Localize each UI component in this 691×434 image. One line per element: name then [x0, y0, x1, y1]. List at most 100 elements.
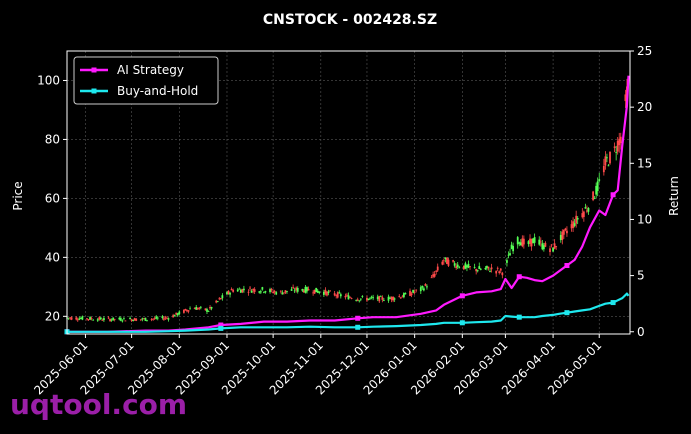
candle-body: [324, 289, 327, 294]
candle-body: [412, 290, 415, 293]
candle-body: [249, 287, 251, 289]
candle-body: [226, 292, 228, 295]
candle-body: [435, 270, 438, 272]
series-point-buy-and-hold: [459, 320, 465, 326]
candle-body: [619, 136, 622, 144]
y-axis-label-left: Price: [11, 181, 25, 210]
candle-body: [402, 293, 405, 298]
candle-body: [512, 246, 514, 252]
candle-body: [592, 191, 594, 201]
candle-body: [121, 320, 124, 322]
candle-body: [193, 308, 196, 310]
series-point-ai-strategy: [459, 293, 465, 299]
candle-body: [607, 165, 610, 167]
candle-body: [473, 267, 476, 268]
candle-body: [409, 290, 411, 296]
candle-body: [595, 185, 598, 195]
candle-body: [561, 231, 564, 240]
candle-body: [366, 297, 368, 301]
candle-body: [187, 310, 190, 312]
candle-body: [216, 301, 219, 303]
candle-body: [281, 292, 284, 295]
candle-body: [86, 318, 88, 320]
candle-body: [269, 289, 271, 293]
candle-body: [426, 286, 428, 288]
candle-body: [613, 146, 616, 149]
candle-body: [232, 290, 235, 292]
candle-body: [166, 317, 168, 319]
candle-body: [378, 296, 381, 302]
candle-body: [284, 290, 287, 293]
candle-body: [370, 296, 373, 298]
candle-body: [76, 319, 79, 321]
candle-body: [264, 291, 267, 293]
candle-body: [430, 277, 433, 279]
candle-body: [519, 242, 522, 246]
candle-body: [322, 291, 325, 295]
candle-body: [141, 318, 144, 320]
series-point-ai-strategy: [355, 315, 361, 321]
candle-body: [112, 317, 115, 321]
candle-body: [123, 317, 125, 319]
candle-body: [113, 318, 116, 320]
candle-body: [290, 289, 293, 291]
candle-body: [301, 289, 304, 291]
candle-body: [487, 266, 490, 269]
candle-body: [346, 294, 348, 296]
candle-body: [152, 318, 155, 320]
candle-body: [238, 288, 241, 290]
legend-label-buy-and-hold: Buy-and-Hold: [117, 84, 198, 98]
candle-body: [172, 315, 175, 318]
candle-body: [562, 229, 565, 235]
candle-body: [604, 156, 607, 166]
candle-body: [584, 207, 587, 209]
candle-body: [469, 266, 471, 268]
candle-body: [279, 290, 282, 292]
watermark-logo: uqtool.com: [10, 388, 188, 421]
y-axis-label-right: Return: [667, 176, 681, 216]
candle-body: [230, 289, 233, 291]
grid: [67, 51, 630, 334]
candle-body: [539, 241, 542, 243]
candle-body: [118, 317, 121, 320]
candle-body: [484, 267, 487, 270]
candle-body: [339, 294, 342, 297]
candle-body: [433, 273, 436, 277]
candle-body: [302, 290, 305, 293]
candle-body: [415, 289, 418, 291]
candle-body: [564, 228, 567, 231]
candle-body: [506, 260, 508, 263]
candle-body: [616, 140, 619, 152]
candle-body: [444, 257, 447, 260]
candle-body: [196, 308, 199, 310]
candle-body: [307, 288, 310, 291]
y-tick-label-right: 20: [637, 100, 652, 114]
candle-body: [344, 295, 347, 298]
candle-body: [221, 295, 224, 299]
candle-body: [176, 313, 179, 316]
candle-body: [419, 287, 422, 292]
series-point-ai-strategy: [516, 274, 522, 280]
y-axis-left: 20 40 60 80 100: [37, 73, 67, 323]
candle-body: [609, 151, 611, 164]
candle-body: [587, 207, 590, 212]
candle-body: [336, 292, 339, 298]
candle-body: [495, 270, 498, 274]
candle-body: [209, 306, 211, 309]
candle-body: [326, 291, 328, 296]
candle-body: [529, 238, 531, 244]
candle-body: [496, 267, 499, 269]
candle-body: [413, 291, 416, 293]
candle-body: [466, 265, 468, 268]
candle-body: [96, 319, 99, 321]
candle-body: [424, 283, 427, 286]
candle-body: [327, 291, 330, 293]
candle-body: [359, 298, 362, 300]
candle-body: [442, 260, 445, 262]
candle-body: [69, 317, 71, 319]
candle-body: [555, 245, 558, 247]
series-point-buy-and-hold: [564, 310, 570, 316]
candle-body: [270, 288, 273, 291]
candle-body: [70, 317, 73, 320]
candle-body: [312, 292, 315, 294]
